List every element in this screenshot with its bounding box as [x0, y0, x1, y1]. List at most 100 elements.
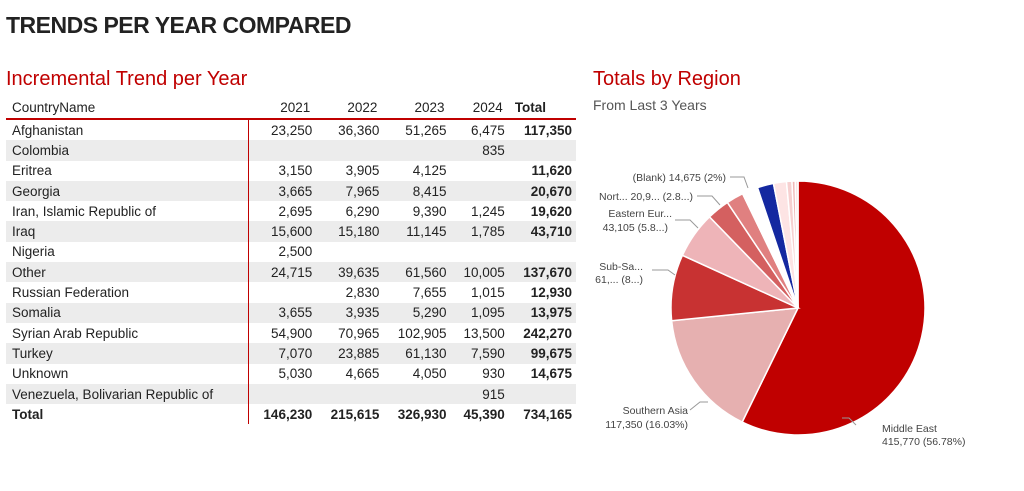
value-cell-2023: 61,130 — [405, 345, 447, 361]
value-cell-2023: 9,390 — [412, 203, 447, 219]
pie-slice-middle-east[interactable] — [741, 180, 926, 436]
country-name-cell: Somalia — [6, 302, 249, 323]
total-cell: 13,975 — [530, 305, 572, 321]
total-cell: 242,270 — [523, 325, 572, 341]
value-cell-2024: 1,245 — [471, 203, 505, 219]
leader-north — [697, 195, 721, 206]
label-sub-saharan: Sub-Sa... — [599, 261, 643, 273]
total-cell: 12,930 — [530, 285, 572, 301]
value-cell-2022: 3,935 — [345, 305, 380, 321]
value-cell-2024: 10,005 — [463, 264, 505, 280]
value-cell-2024: 6,475 — [471, 122, 505, 138]
value-cell-2021: 7,070 — [278, 345, 313, 361]
col-header-2023[interactable]: 2023 — [414, 99, 445, 115]
value-cell-2024: 1,785 — [471, 224, 505, 240]
trend-table: CountryName 2021 2022 2023 2024 Total Af… — [6, 96, 576, 425]
table-row[interactable]: Syrian Arab Republic 54,900 70,965 102,905 1… — [6, 322, 576, 344]
leader-sub-saharan — [652, 269, 676, 276]
total-cell: 14,675 — [530, 366, 572, 382]
value-cell-2021: 24,715 — [270, 264, 313, 280]
value-cell-2021: 3,655 — [278, 305, 313, 321]
table-row[interactable]: Other 24,715 39,635 61,560 10,005 137,670 — [6, 262, 576, 283]
value-cell-2022: 39,635 — [338, 264, 380, 280]
total-value: 45,390 — [463, 406, 505, 422]
table-row[interactable]: Nigeria 2,500 — [6, 241, 576, 263]
value-cell-2022: 36,360 — [338, 122, 380, 138]
total-cell: 99,675 — [530, 345, 572, 361]
country-name-cell: Other — [6, 262, 249, 283]
label-middle-east-value: 415,770 (56.78%) — [882, 436, 965, 448]
value-cell-2023: 51,265 — [405, 122, 447, 138]
total-cell: 11,620 — [531, 163, 572, 179]
col-header-total[interactable]: Total — [514, 99, 547, 115]
value-cell-2021: 5,030 — [278, 366, 313, 382]
col-header-2022[interactable]: 2022 — [347, 99, 378, 115]
col-header-2021[interactable]: 2021 — [280, 99, 311, 115]
value-cell-2021: 2,695 — [278, 203, 313, 219]
label-middle-east: Middle East — [882, 423, 937, 435]
total-value: 146,230 — [263, 406, 313, 422]
table-row[interactable]: Iran, Islamic Republic of 2,695 6,290 9,390… — [6, 201, 576, 222]
leader-eastern-europe — [675, 219, 699, 229]
table-row[interactable]: Venezuela, Bolivarian Republic of 915 — [6, 383, 576, 405]
value-cell-2022: 15,180 — [338, 224, 380, 240]
value-cell-2024: 13,500 — [463, 325, 505, 341]
table-row[interactable]: Unknown 5,030 4,665 4,050 930 14,675 — [6, 363, 576, 384]
value-cell-2023: 4,050 — [412, 366, 447, 382]
value-cell-2021: 15,600 — [270, 224, 313, 240]
value-cell-2022: 6,290 — [345, 203, 380, 219]
table-row[interactable]: Colombia 835 — [6, 140, 576, 161]
total-value: 215,615 — [330, 406, 380, 422]
total-cell: 43,710 — [530, 224, 572, 240]
table-row[interactable]: Somalia 3,655 3,935 5,290 1,095 13,975 — [6, 302, 576, 323]
value-cell-2023: 61,560 — [405, 264, 447, 280]
pie-slice-other-6[interactable] — [794, 180, 799, 309]
value-cell-2023: 11,145 — [406, 224, 447, 240]
value-cell-2021: 54,900 — [270, 325, 313, 341]
label-southern-asia-value: 117,350 (16.03%) — [605, 419, 688, 431]
country-name-cell: Colombia — [6, 140, 249, 161]
value-cell-2024: 915 — [482, 386, 505, 402]
total-cell: 137,670 — [523, 264, 572, 280]
value-cell-2021: 23,250 — [270, 122, 313, 138]
table-row[interactable]: Russian Federation 2,830 7,655 1,015 12,930 — [6, 282, 576, 303]
value-cell-2022: 2,830 — [345, 285, 380, 301]
table-row[interactable]: Georgia 3,665 7,965 8,415 20,670 — [6, 180, 576, 202]
value-cell-2022: 23,885 — [338, 345, 380, 361]
country-name-cell: Georgia — [6, 180, 249, 202]
value-cell-2023: 8,415 — [412, 183, 447, 199]
value-cell-2024: 930 — [482, 366, 505, 382]
leader-southern-asia — [689, 401, 708, 411]
label-north: Nort... 20,9... (2.8...) — [599, 191, 693, 203]
total-cell: 117,350 — [523, 122, 572, 138]
country-name-cell: Unknown — [6, 363, 249, 384]
country-name-cell: Eritrea — [6, 160, 249, 181]
leader-middle-east — [842, 417, 857, 426]
total-cell: 20,670 — [530, 183, 572, 199]
total-cell: 19,620 — [530, 203, 572, 219]
total-value: 734,165 — [523, 406, 572, 422]
table-row[interactable]: Afghanistan 23,250 36,360 51,265 6,475 117,35… — [6, 119, 576, 141]
pie-subtitle: From Last 3 Years — [593, 97, 707, 113]
value-cell-2023: 102,905 — [397, 325, 447, 341]
country-name-cell: Venezuela, Bolivarian Republic of — [6, 383, 249, 405]
table-row[interactable]: Iraq 15,600 15,180 11,145 1,785 43,710 — [6, 221, 576, 242]
col-header-country[interactable]: CountryName — [12, 99, 96, 115]
value-cell-2023: 4,125 — [412, 163, 447, 179]
page-title: TRENDS PER YEAR COMPARED — [6, 12, 351, 38]
label-eastern-europe: Eastern Eur... — [608, 208, 672, 220]
col-header-2024[interactable]: 2024 — [472, 99, 503, 115]
leader-blank — [730, 176, 749, 189]
value-cell-2023: 5,290 — [412, 305, 447, 321]
value-cell-2024: 835 — [482, 142, 505, 158]
label-southern-asia: Southern Asia — [623, 405, 689, 417]
table-title: Incremental Trend per Year — [6, 68, 248, 90]
country-name-cell: Syrian Arab Republic — [6, 322, 249, 344]
table-row[interactable]: Turkey 7,070 23,885 61,130 7,590 99,675 — [6, 343, 576, 364]
table-row[interactable]: Eritrea 3,150 3,905 4,125 11,620 — [6, 160, 576, 181]
country-name-cell: Afghanistan — [6, 119, 249, 141]
value-cell-2021: 2,500 — [278, 244, 313, 260]
value-cell-2022: 3,905 — [345, 163, 380, 179]
pie-slice-southern-asia[interactable] — [670, 307, 800, 424]
